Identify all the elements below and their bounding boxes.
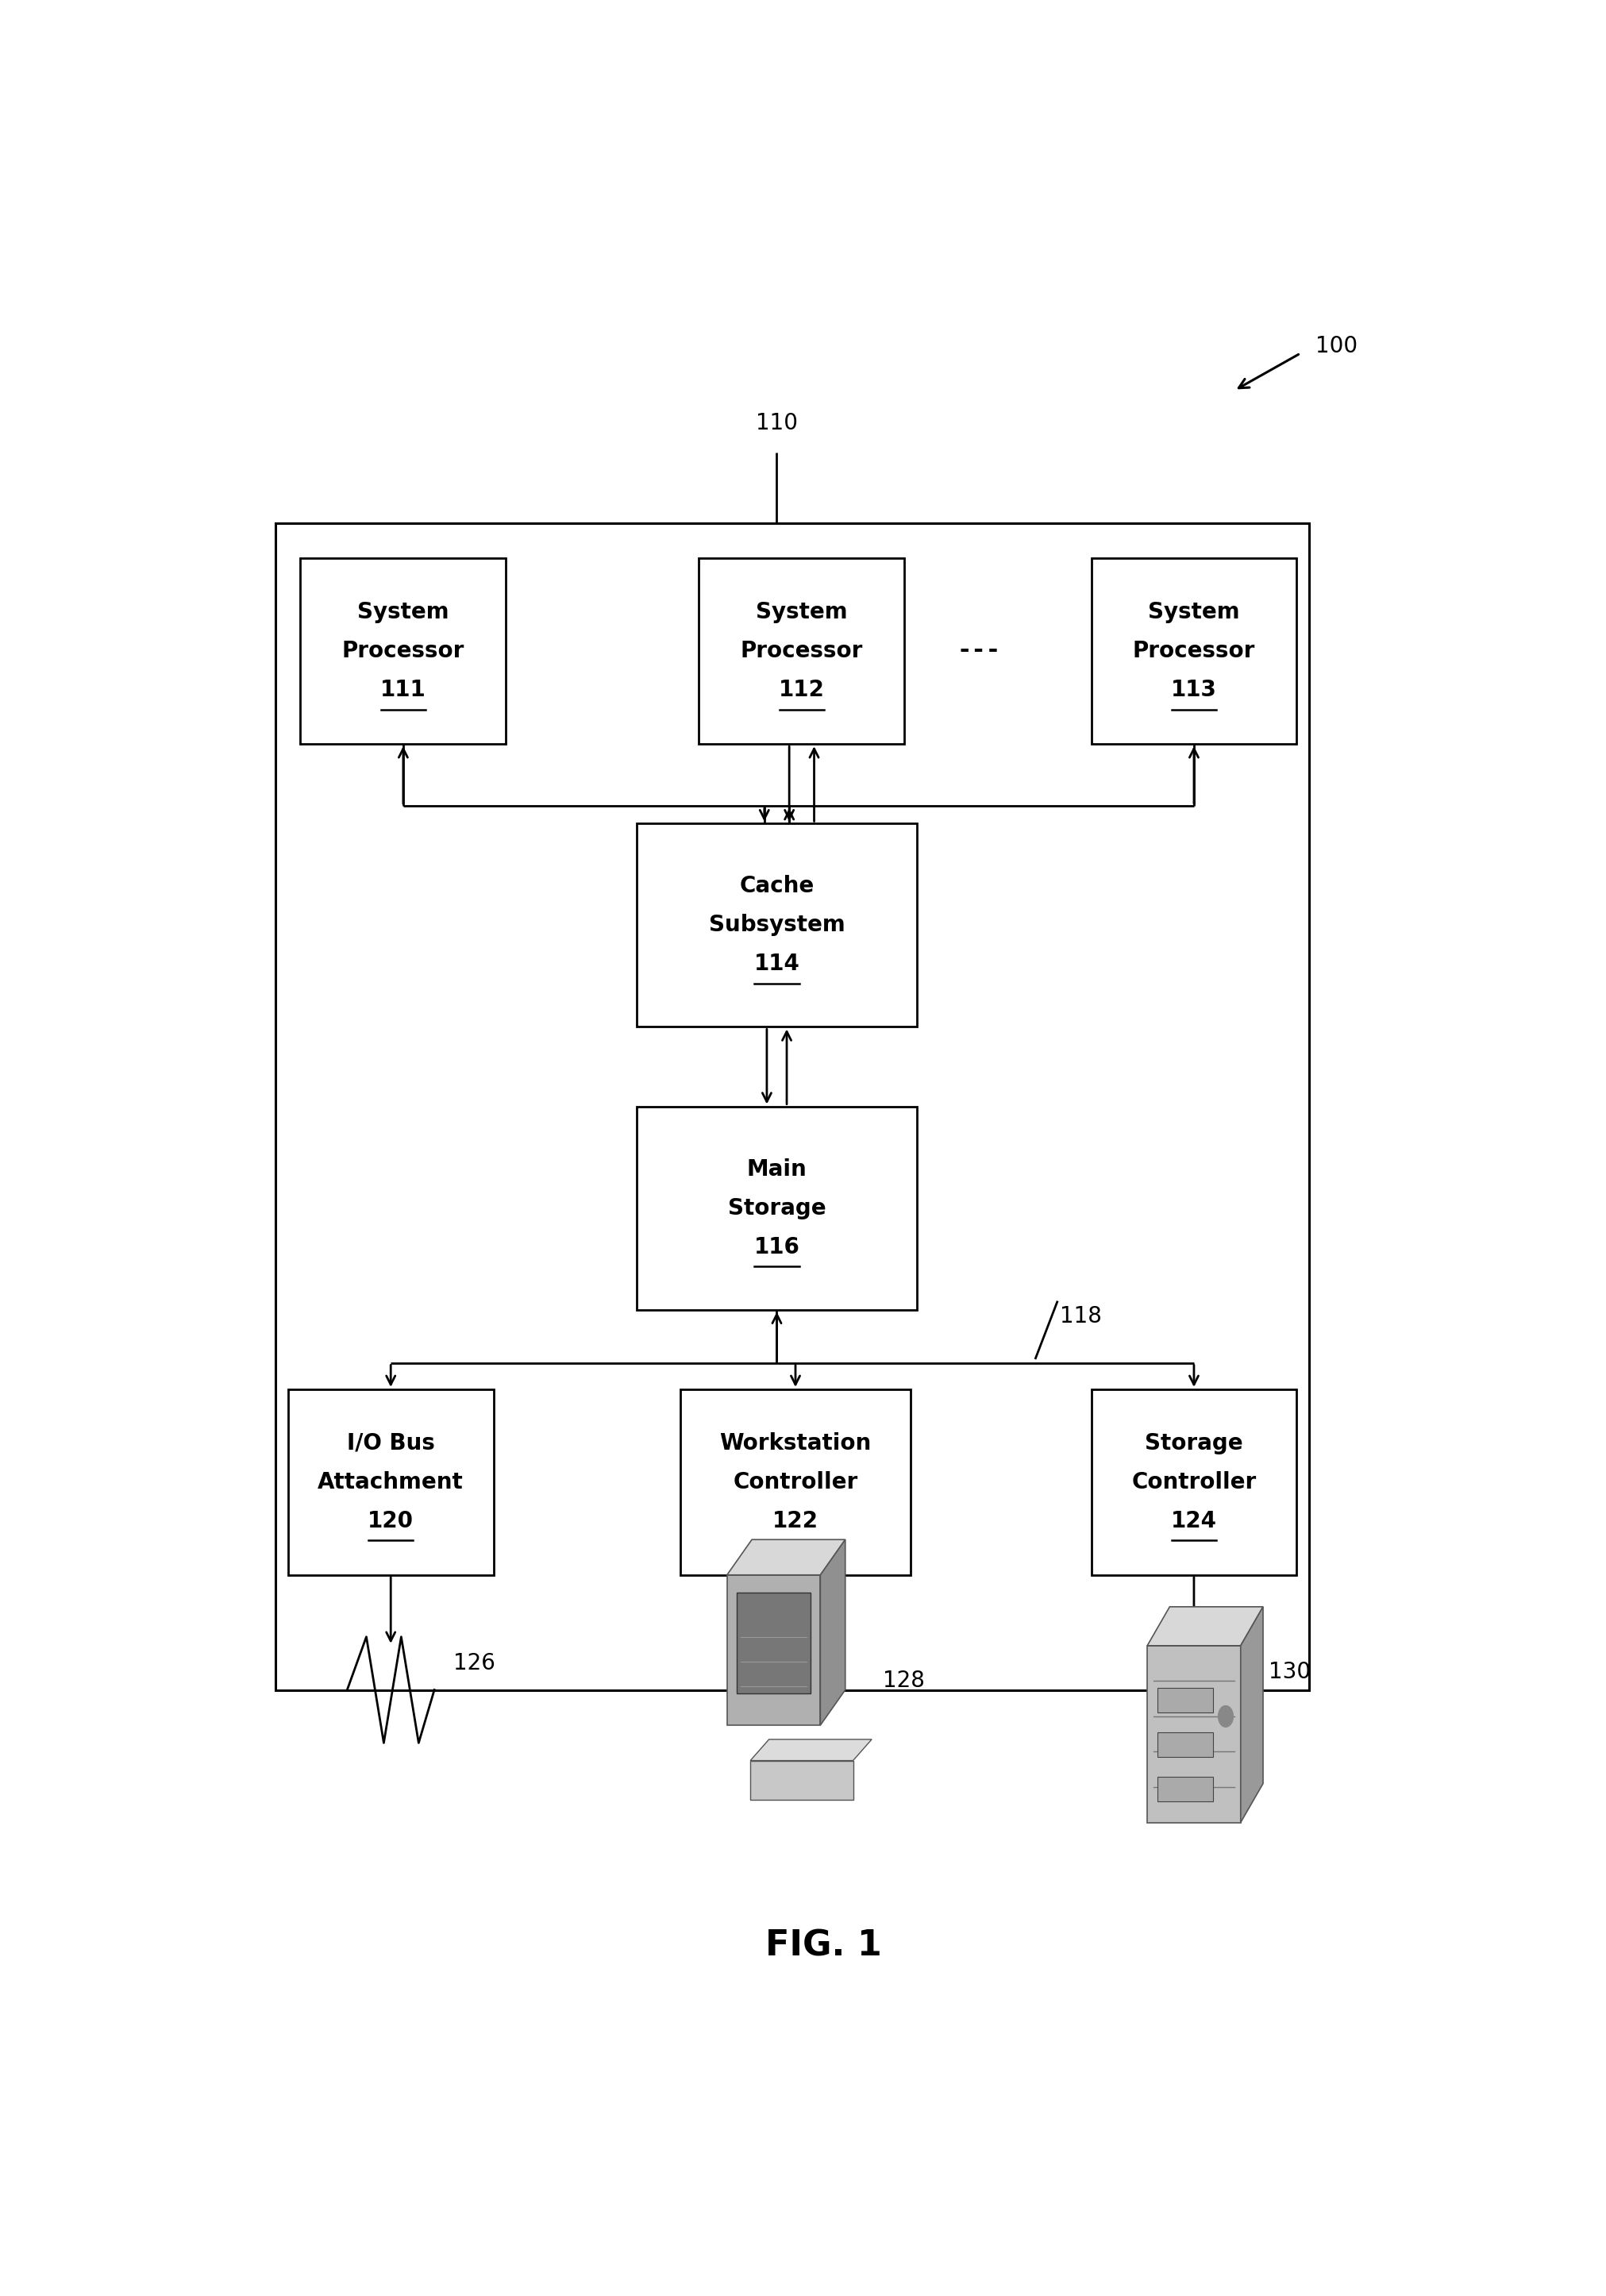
Text: 122: 122	[772, 1511, 817, 1531]
Text: 126: 126	[453, 1653, 495, 1674]
Bar	[636, 1107, 917, 1309]
Text: Controller: Controller	[732, 1472, 858, 1492]
Text: Storage: Storage	[1145, 1433, 1243, 1453]
Text: System: System	[1147, 602, 1240, 625]
Polygon shape	[1147, 1607, 1262, 1646]
Polygon shape	[1240, 1607, 1262, 1823]
Text: System: System	[357, 602, 450, 625]
Text: Main: Main	[747, 1157, 806, 1180]
Text: I/O Bus: I/O Bus	[347, 1433, 435, 1453]
FancyBboxPatch shape	[1156, 1777, 1213, 1802]
Text: 130: 130	[1269, 1660, 1310, 1683]
Text: 118: 118	[1060, 1304, 1102, 1327]
FancyBboxPatch shape	[1156, 1731, 1213, 1756]
Bar	[636, 824, 917, 1026]
Bar	[1090, 558, 1296, 744]
Bar	[276, 523, 1309, 1690]
Text: Storage: Storage	[728, 1196, 825, 1219]
Text: 114: 114	[753, 953, 800, 976]
Text: 111: 111	[381, 680, 426, 700]
Text: Processor: Processor	[342, 641, 464, 661]
Text: 128: 128	[882, 1669, 923, 1692]
Text: 112: 112	[779, 680, 824, 700]
Bar	[699, 558, 904, 744]
Polygon shape	[750, 1740, 872, 1761]
FancyBboxPatch shape	[750, 1761, 853, 1800]
Text: FIG. 1: FIG. 1	[764, 1929, 882, 1963]
Text: System: System	[755, 602, 848, 625]
Text: Attachment: Attachment	[318, 1472, 464, 1492]
FancyBboxPatch shape	[737, 1593, 809, 1694]
Bar	[1090, 1389, 1296, 1575]
Text: Workstation: Workstation	[719, 1433, 870, 1453]
Text: Controller: Controller	[1131, 1472, 1256, 1492]
Text: 120: 120	[368, 1511, 414, 1531]
Text: 113: 113	[1171, 680, 1216, 700]
FancyBboxPatch shape	[1156, 1688, 1213, 1713]
Text: Processor: Processor	[1132, 641, 1254, 661]
Bar	[679, 1389, 911, 1575]
Text: ---: ---	[957, 638, 1001, 661]
Text: 110: 110	[755, 413, 798, 434]
Text: Subsystem: Subsystem	[708, 914, 845, 937]
Polygon shape	[821, 1541, 845, 1724]
Text: Cache: Cache	[739, 875, 814, 898]
Polygon shape	[726, 1541, 845, 1575]
Circle shape	[1217, 1706, 1232, 1727]
Bar	[300, 558, 506, 744]
FancyBboxPatch shape	[726, 1575, 821, 1724]
Bar	[287, 1389, 493, 1575]
Text: 124: 124	[1171, 1511, 1216, 1531]
Text: 116: 116	[753, 1235, 800, 1258]
Text: Processor: Processor	[740, 641, 862, 661]
Text: 100: 100	[1315, 335, 1357, 358]
FancyBboxPatch shape	[1147, 1646, 1240, 1823]
